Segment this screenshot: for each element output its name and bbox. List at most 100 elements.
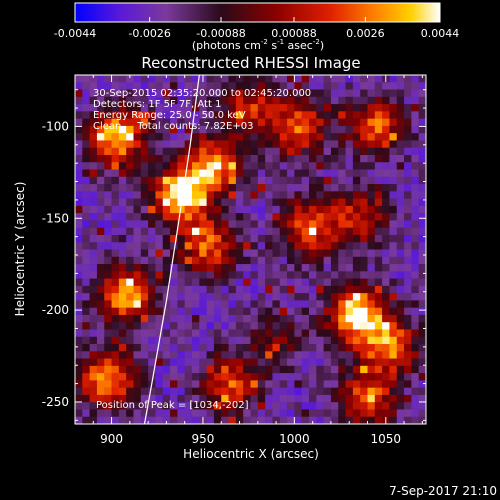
heatmap-cell bbox=[96, 220, 105, 228]
heatmap-cell bbox=[389, 176, 398, 185]
heatmap-cell bbox=[374, 409, 383, 418]
heatmap-cell bbox=[243, 162, 251, 170]
heatmap-cell bbox=[345, 300, 354, 308]
heatmap-cell bbox=[235, 409, 244, 418]
heatmap-cell bbox=[352, 351, 361, 359]
heatmap-cell bbox=[184, 344, 193, 352]
heatmap-cell bbox=[272, 162, 281, 170]
heatmap-cell bbox=[330, 249, 339, 258]
heatmap-cell bbox=[213, 336, 222, 345]
heatmap-cell bbox=[272, 336, 281, 345]
heatmap-cell bbox=[396, 380, 405, 388]
heatmap-cell bbox=[316, 373, 324, 381]
y-tick-label: -250 bbox=[42, 395, 69, 409]
heatmap-cell bbox=[133, 365, 142, 374]
heatmap-cell bbox=[352, 409, 361, 418]
heatmap-cell bbox=[250, 227, 259, 236]
heatmap-cell bbox=[301, 365, 310, 374]
heatmap-cell bbox=[235, 314, 244, 323]
heatmap-cell bbox=[104, 256, 112, 265]
heatmap-cell bbox=[396, 96, 405, 105]
heatmap-cell bbox=[265, 293, 273, 301]
heatmap-cell bbox=[389, 140, 398, 149]
heatmap-cell bbox=[213, 169, 222, 178]
heatmap-cell bbox=[199, 227, 207, 236]
heatmap-cell bbox=[206, 198, 215, 207]
heatmap-cell bbox=[184, 256, 193, 265]
heatmap-cell bbox=[404, 75, 412, 83]
heatmap-cell bbox=[192, 380, 200, 388]
heatmap-cell bbox=[250, 271, 259, 279]
heatmap-cell bbox=[382, 314, 390, 323]
heatmap-cell bbox=[330, 402, 339, 410]
heatmap-cell bbox=[206, 125, 215, 134]
heatmap-cell bbox=[301, 314, 310, 323]
heatmap-cell bbox=[199, 278, 207, 287]
heatmap-cell bbox=[404, 336, 412, 345]
heatmap-cell bbox=[367, 373, 376, 381]
heatmap-cell bbox=[265, 322, 273, 330]
heatmap-cell bbox=[323, 380, 332, 388]
heatmap-cell bbox=[250, 89, 259, 98]
heatmap-cell bbox=[155, 365, 164, 374]
heatmap-cell bbox=[345, 169, 354, 178]
heatmap-cell bbox=[75, 104, 83, 112]
heatmap-cell bbox=[272, 75, 281, 83]
heatmap-cell bbox=[301, 213, 310, 221]
heatmap-cell bbox=[352, 249, 361, 258]
heatmap-cell bbox=[221, 220, 229, 228]
heatmap-cell bbox=[404, 256, 412, 265]
heatmap-cell bbox=[235, 387, 244, 396]
heatmap-cell bbox=[111, 373, 120, 381]
heatmap-cell bbox=[75, 344, 83, 352]
heatmap-cell bbox=[257, 380, 266, 388]
heatmap-cell bbox=[118, 329, 127, 338]
heatmap-cell bbox=[250, 394, 259, 403]
heatmap-cell bbox=[396, 358, 405, 367]
heatmap-cell bbox=[396, 322, 405, 330]
colorbar bbox=[74, 2, 441, 23]
heatmap-cell bbox=[301, 249, 310, 258]
heatmap-cell bbox=[126, 373, 134, 381]
heatmap-cell bbox=[316, 176, 324, 185]
heatmap-cell bbox=[96, 380, 105, 388]
heatmap-cell bbox=[330, 373, 339, 381]
heatmap-cell bbox=[345, 394, 354, 403]
heatmap-cell bbox=[316, 205, 324, 214]
heatmap-cell bbox=[294, 75, 302, 83]
heatmap-cell bbox=[162, 409, 171, 418]
heatmap-cell bbox=[250, 118, 259, 127]
heatmap-cell bbox=[323, 205, 332, 214]
heatmap-cell bbox=[272, 169, 281, 178]
heatmap-cell bbox=[96, 191, 105, 199]
heatmap-cell bbox=[265, 75, 273, 83]
heatmap-cell bbox=[82, 227, 90, 236]
heatmap-cell bbox=[126, 162, 134, 170]
heatmap-cell bbox=[140, 162, 149, 170]
heatmap-cell bbox=[148, 416, 156, 424]
heatmap-cell bbox=[228, 169, 237, 178]
heatmap-cell bbox=[411, 278, 419, 287]
heatmap-cell bbox=[279, 125, 288, 134]
heatmap-cell bbox=[118, 89, 127, 98]
heatmap-cell bbox=[294, 300, 302, 308]
heatmap-cell bbox=[192, 184, 200, 192]
heatmap-cell bbox=[367, 278, 376, 287]
heatmap-cell bbox=[140, 227, 149, 236]
heatmap-cell bbox=[352, 169, 361, 178]
heatmap-cell bbox=[330, 82, 339, 90]
heatmap-cell bbox=[133, 96, 142, 105]
heatmap-cell bbox=[411, 89, 419, 98]
heatmap-cell bbox=[352, 118, 361, 127]
heatmap-cell bbox=[338, 307, 346, 316]
heatmap-cell bbox=[404, 234, 412, 243]
heatmap-cell bbox=[184, 271, 193, 279]
heatmap-cell bbox=[118, 256, 127, 265]
heatmap-cell bbox=[309, 300, 317, 308]
heatmap-cell bbox=[367, 133, 376, 141]
heatmap-cell bbox=[228, 147, 237, 156]
heatmap-cell bbox=[89, 373, 98, 381]
heatmap-cell bbox=[316, 75, 324, 83]
heatmap-cell bbox=[243, 125, 251, 134]
colorbar-units: (photons cm-2 s-1 asec-2) bbox=[192, 38, 324, 52]
